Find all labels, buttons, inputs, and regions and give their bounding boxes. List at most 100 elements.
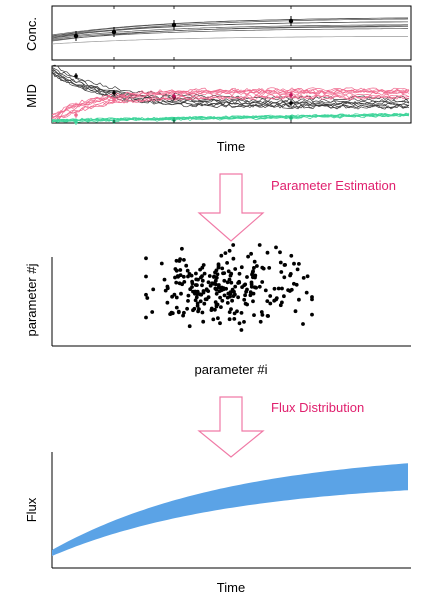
scatter-point	[165, 284, 170, 289]
scatter-point	[172, 292, 177, 297]
scatter-point	[175, 274, 180, 278]
scatter-point	[251, 299, 255, 304]
scatter-point	[257, 243, 262, 247]
scatter-point	[274, 297, 278, 302]
scatter-point	[252, 266, 256, 270]
step-1-label: Parameter Estimation	[271, 178, 396, 193]
scatter-point	[194, 271, 198, 276]
scatter-point	[280, 286, 284, 291]
conc-panel: Conc.	[24, 5, 412, 61]
scatter-point	[182, 258, 186, 262]
mid-marker	[74, 113, 78, 117]
scatter-point	[265, 299, 270, 303]
scatter-point	[227, 310, 232, 314]
scatter-point	[165, 300, 170, 305]
scatter-point	[272, 286, 277, 291]
scatter-point	[257, 284, 262, 289]
scatter-point	[194, 277, 199, 282]
scatter-point	[225, 261, 230, 265]
scatter-point	[278, 250, 282, 255]
scatter-point	[246, 254, 251, 259]
scatter-point	[237, 321, 242, 326]
scatter-point	[295, 267, 300, 272]
scatter-point	[219, 305, 223, 309]
scatter-point	[202, 271, 207, 276]
scatter-point	[237, 279, 242, 284]
scatter-point	[220, 285, 224, 290]
scatter-point	[200, 278, 205, 283]
conc-marker	[111, 29, 117, 35]
scatter-point	[212, 274, 217, 279]
scatter-point	[280, 300, 284, 305]
scatter-point	[297, 262, 301, 266]
scatter-point	[268, 301, 273, 306]
scatter-point	[248, 293, 253, 298]
scatter-point	[237, 271, 242, 276]
flux-ylabel: Flux	[24, 497, 39, 522]
conc-marker	[288, 18, 294, 24]
scatter-point	[186, 299, 190, 303]
scatter-point	[195, 301, 200, 306]
scatter-point	[293, 309, 298, 314]
down-arrow-icon	[197, 396, 265, 458]
mid-marker	[74, 120, 78, 124]
scatter-point	[235, 309, 239, 314]
scatter-point	[259, 310, 264, 314]
scatter-point	[286, 288, 290, 292]
scatter-point	[176, 310, 181, 315]
scatter-point	[254, 285, 258, 290]
scatter-point	[181, 313, 186, 318]
scatter-point	[211, 317, 216, 322]
scatter-point	[144, 274, 148, 279]
conc-marker	[73, 33, 79, 39]
scatter-point	[222, 293, 227, 298]
scatter-point	[310, 312, 314, 317]
mid-gray-trace	[51, 71, 410, 109]
scatter-point	[201, 319, 206, 324]
scatter-point	[162, 277, 167, 282]
scatter-point	[231, 256, 236, 261]
scatter-point	[195, 283, 199, 287]
mid-marker	[289, 101, 293, 105]
scatter-point	[189, 273, 194, 278]
scatter-point	[301, 276, 306, 280]
scatter-point	[180, 246, 184, 251]
scatter-point	[301, 322, 305, 326]
scatter-point	[279, 270, 284, 274]
scatter-point	[289, 287, 294, 292]
scatter-point	[184, 263, 189, 268]
scatter-points	[144, 243, 314, 332]
mid-pink-trace	[51, 93, 410, 122]
mid-green-traces	[51, 112, 410, 123]
scatter-point	[233, 267, 238, 271]
scatter-point	[173, 275, 177, 280]
scatter-point	[252, 313, 256, 317]
scatter-point	[227, 317, 232, 322]
scatter-point	[305, 274, 310, 279]
scatter-point	[263, 288, 268, 293]
scatter-point	[282, 263, 287, 267]
scatter-point	[243, 301, 248, 306]
scatter-point	[250, 270, 255, 275]
mid-green-trace	[51, 113, 410, 122]
conc-markers	[73, 16, 294, 41]
scatter-point	[209, 308, 214, 312]
scatter-point	[163, 288, 168, 293]
scatter-point	[278, 260, 283, 265]
conc-grid-ticks	[113, 6, 292, 60]
scatter-point	[224, 286, 229, 291]
conc-trace	[51, 18, 409, 39]
scatter-point	[193, 298, 198, 303]
scatter-point	[185, 306, 190, 311]
mid-pink-trace	[51, 89, 410, 119]
scatter-point	[145, 296, 150, 300]
scatter-point	[230, 287, 235, 292]
scatter-point	[239, 311, 244, 315]
scatter-point	[245, 275, 249, 279]
scatter-point	[201, 263, 206, 267]
scatter-point	[225, 301, 230, 305]
scatter-point	[310, 295, 314, 299]
conc-trace	[51, 24, 408, 39]
scatter-point	[218, 295, 223, 300]
